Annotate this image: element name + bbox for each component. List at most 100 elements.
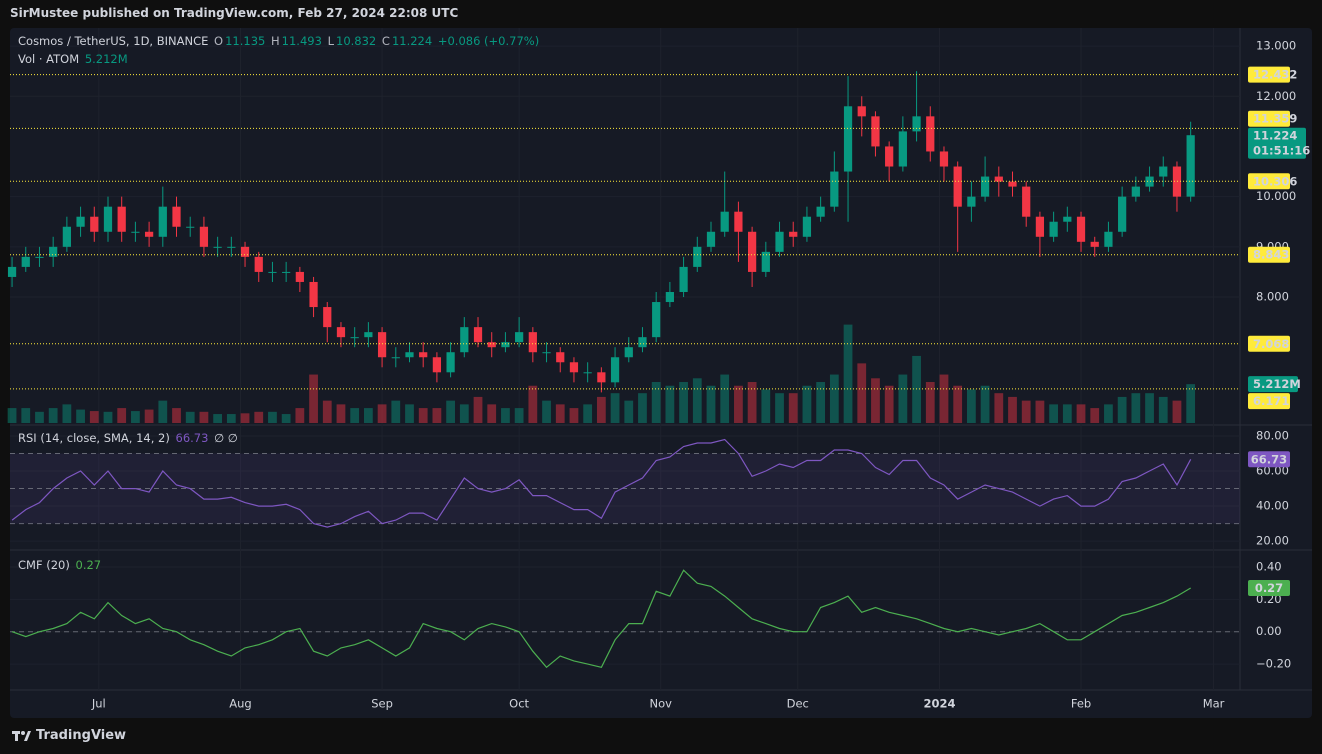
price-box <box>1248 110 1290 127</box>
series-line <box>11 438 1192 528</box>
price-box-label: 8.843 <box>1253 248 1289 262</box>
y-tick-label: 10.000 <box>1256 189 1296 203</box>
candle-body <box>282 271 291 273</box>
candle-body <box>213 246 222 248</box>
candle-body <box>1090 241 1099 247</box>
candle-body <box>556 352 565 363</box>
volume-bar <box>281 414 291 423</box>
volume-bar <box>131 411 140 423</box>
candle-body <box>1186 135 1195 197</box>
candle-body <box>336 327 346 338</box>
volume-bar <box>377 404 387 423</box>
candle-body <box>199 226 209 247</box>
price-box-label: 6.171 <box>1253 394 1289 408</box>
candle-body <box>186 226 195 228</box>
volume-bar <box>583 404 593 423</box>
candle-body <box>885 146 894 167</box>
candle-body <box>679 266 688 292</box>
volume-title: Vol · ATOM <box>18 52 80 66</box>
cmf-value: 0.27 <box>75 558 102 572</box>
candle-body <box>90 216 99 232</box>
cmf-legend: CMF (20) 0.27 <box>18 558 103 572</box>
candle-body <box>295 271 304 282</box>
volume-bar <box>117 408 127 423</box>
x-tick-label: Mar <box>1203 697 1225 711</box>
volume-bar <box>158 400 168 423</box>
candle-body <box>103 206 113 232</box>
volume-bar <box>624 400 634 423</box>
x-tick-label: Dec <box>787 697 809 711</box>
candle-body <box>1159 166 1168 177</box>
candle-body <box>501 342 510 348</box>
price-box-label: 11.359 <box>1253 112 1297 126</box>
price-box <box>1248 127 1306 159</box>
volume-bar <box>501 408 510 423</box>
candle-body <box>720 211 729 232</box>
volume-bar <box>103 411 113 423</box>
candle-body <box>227 246 236 248</box>
candle-body <box>652 302 661 338</box>
series-line <box>11 569 1192 669</box>
volume-bar <box>871 378 880 423</box>
volume-bar <box>1021 400 1031 423</box>
volume-bar <box>1076 404 1086 423</box>
volume-bar <box>1062 404 1072 423</box>
candle-body <box>309 281 318 308</box>
candle-body <box>789 231 798 237</box>
y-tick-label: 20.00 <box>1256 534 1289 548</box>
price-box <box>1248 335 1290 352</box>
candle-body <box>638 337 647 348</box>
volume-bar <box>775 393 784 423</box>
candle-body <box>7 266 17 277</box>
volume-bar <box>1131 393 1141 423</box>
price-box <box>1248 66 1290 83</box>
volume-bar <box>213 414 223 423</box>
candle-body <box>240 246 250 257</box>
candle-body <box>542 352 551 354</box>
volume-bar <box>1008 396 1017 423</box>
volume-bar <box>596 396 606 423</box>
volume-bar <box>706 385 716 423</box>
x-tick-label: 2024 <box>923 697 955 711</box>
volume-bar <box>939 374 949 423</box>
ohlc-key: C <box>381 34 390 48</box>
symbol: Cosmos / TetherUS, 1D, BINANCE <box>18 34 209 48</box>
candle-body <box>419 352 428 358</box>
volume-legend: Vol · ATOM 5.212M <box>18 52 130 66</box>
ohlc-value: 11.135 <box>225 34 266 48</box>
rsi-title: RSI (14, close, SMA, 14, 2) <box>18 431 170 445</box>
candle-body <box>1172 166 1182 197</box>
price-box-label: 12.432 <box>1253 68 1297 82</box>
volume-bar <box>829 374 839 423</box>
candle-body <box>569 362 579 373</box>
x-tick-label: Nov <box>649 697 672 711</box>
volume-bar <box>226 414 236 423</box>
candle-body <box>912 116 921 132</box>
candle-body <box>1131 186 1140 197</box>
rsi-extra: ∅ ∅ <box>214 431 238 445</box>
value-box <box>1248 580 1290 597</box>
candle-body <box>446 352 455 373</box>
candle-body <box>405 352 414 358</box>
candle-body <box>62 226 71 247</box>
volume-bar <box>459 404 469 423</box>
volume-bar <box>254 411 264 423</box>
price-box-label: 7.068 <box>1253 337 1289 351</box>
candle-body <box>748 231 757 272</box>
volume-bar <box>843 324 853 423</box>
rsi-value: 66.73 <box>175 431 209 445</box>
volume-bar <box>89 411 99 423</box>
candle-body <box>926 116 935 152</box>
volume-bar <box>925 382 935 423</box>
volume-bar <box>555 404 565 423</box>
value-box <box>1248 451 1290 468</box>
volume-bar <box>569 408 579 423</box>
volume-bar <box>747 382 757 423</box>
volume-bar <box>1035 400 1045 423</box>
candle-body <box>254 256 263 272</box>
change: +0.086 (+0.77%) <box>437 34 540 48</box>
ohlc-value: 11.224 <box>391 34 433 48</box>
volume-bar <box>446 400 455 423</box>
